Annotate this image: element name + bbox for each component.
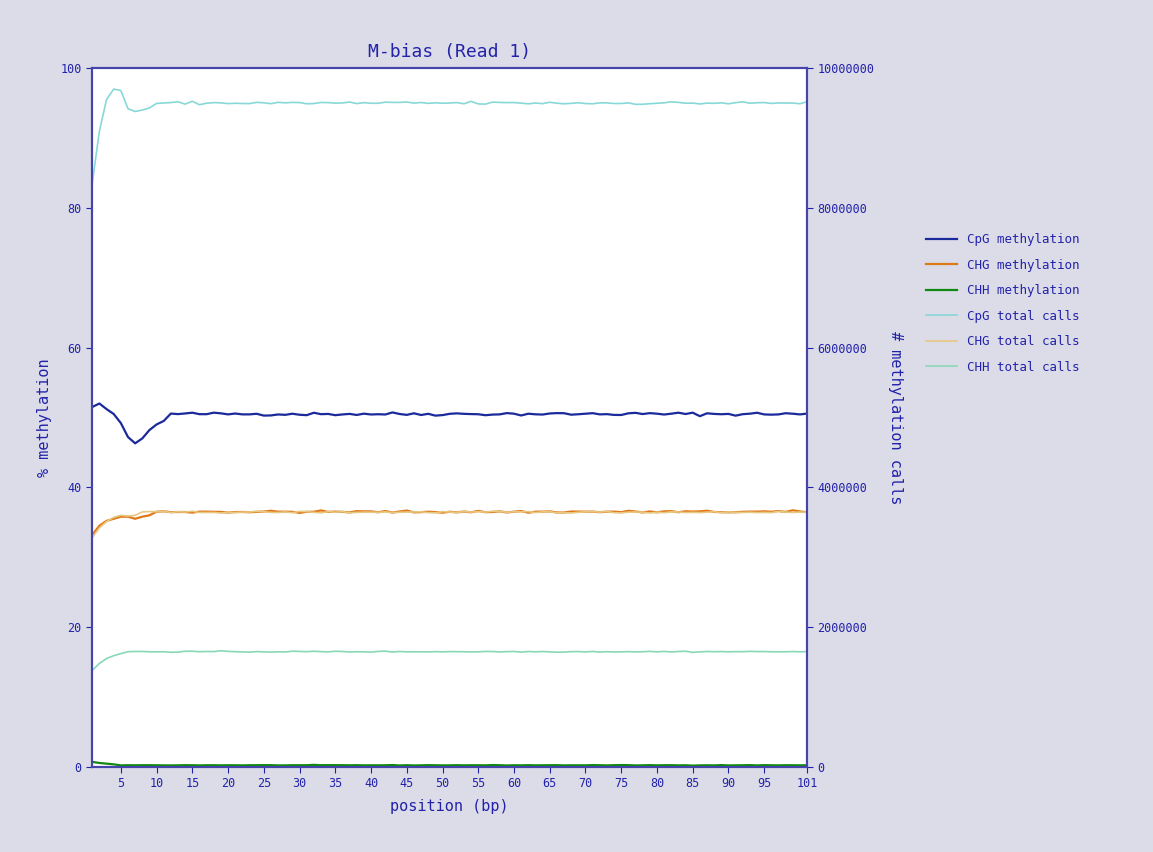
CHH total calls: [628, 647, 642, 657]
CHG total calls: [85, 532, 99, 543]
CpG methylation: [528, 409, 542, 419]
CpG total calls: [143, 103, 157, 113]
CpG total calls: [593, 98, 606, 108]
CHH total calls: [271, 647, 285, 657]
CHG methylation: [264, 505, 278, 515]
CHG total calls: [135, 507, 149, 517]
CHH methylation: [586, 760, 600, 770]
CpG methylation: [85, 402, 99, 412]
CHH methylation: [686, 761, 700, 771]
Line: CHG methylation: CHG methylation: [92, 510, 807, 535]
X-axis label: position (bp): position (bp): [391, 798, 508, 814]
Line: CHH methylation: CHH methylation: [92, 762, 807, 766]
CpG methylation: [429, 411, 443, 421]
CHH total calls: [135, 647, 149, 657]
CHH methylation: [414, 760, 428, 770]
CpG total calls: [521, 99, 535, 109]
CHG total calls: [271, 508, 285, 518]
CHG total calls: [521, 506, 535, 516]
CHG methylation: [800, 507, 814, 517]
CHH total calls: [214, 646, 228, 656]
CpG total calls: [107, 84, 121, 95]
CHH methylation: [514, 760, 528, 770]
CHG methylation: [621, 505, 635, 515]
Legend: CpG methylation, CHG methylation, CHH methylation, CpG total calls, CHG total ca: CpG methylation, CHG methylation, CHH me…: [920, 228, 1084, 378]
CHH total calls: [421, 647, 435, 657]
CpG methylation: [128, 438, 142, 448]
CHH total calls: [593, 647, 606, 657]
Line: CpG methylation: CpG methylation: [92, 404, 807, 443]
CHG total calls: [593, 507, 606, 517]
Line: CHG total calls: CHG total calls: [92, 511, 807, 538]
CHH methylation: [135, 760, 149, 770]
CHG total calls: [421, 508, 435, 518]
CpG methylation: [278, 410, 292, 420]
CHG methylation: [786, 505, 800, 515]
Line: CpG total calls: CpG total calls: [92, 89, 807, 183]
CpG total calls: [421, 98, 435, 108]
CpG methylation: [600, 409, 613, 419]
CpG total calls: [85, 178, 99, 188]
CHH methylation: [800, 760, 814, 770]
CHH methylation: [264, 760, 278, 770]
CpG total calls: [628, 99, 642, 109]
CpG total calls: [271, 97, 285, 107]
CHH methylation: [85, 757, 99, 767]
Y-axis label: % methylation: % methylation: [37, 358, 52, 477]
CHG methylation: [586, 506, 600, 516]
CpG total calls: [800, 96, 814, 106]
CHG methylation: [414, 507, 428, 517]
CHG methylation: [514, 506, 528, 516]
CHG methylation: [135, 511, 149, 521]
CHH total calls: [85, 665, 99, 676]
CHG total calls: [628, 507, 642, 517]
CHG total calls: [800, 507, 814, 517]
CpG methylation: [800, 408, 814, 418]
Title: M-bias (Read 1): M-bias (Read 1): [368, 43, 532, 61]
Y-axis label: # methylation calls: # methylation calls: [889, 331, 904, 504]
CHG methylation: [85, 530, 99, 540]
CHH total calls: [521, 647, 535, 657]
Line: CHH total calls: CHH total calls: [92, 651, 807, 671]
CHH total calls: [800, 647, 814, 657]
CpG methylation: [150, 419, 164, 429]
CHH methylation: [621, 760, 635, 770]
CHG total calls: [186, 506, 199, 516]
CpG methylation: [635, 409, 649, 419]
CpG methylation: [92, 399, 106, 409]
